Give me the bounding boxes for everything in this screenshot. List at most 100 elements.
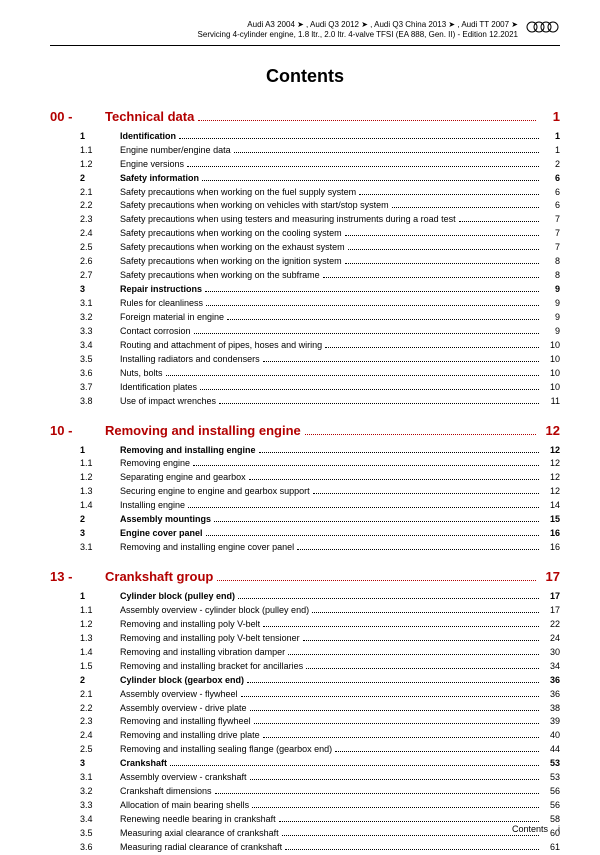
entry-page: 17 — [542, 604, 560, 618]
entry-number: 1.4 — [50, 646, 120, 660]
leader-dots — [202, 180, 539, 181]
section-title: Technical data — [105, 109, 194, 124]
toc-entry: 1.2Separating engine and gearbox12 — [50, 471, 560, 485]
header-divider — [50, 45, 560, 46]
leader-dots — [217, 580, 536, 581]
toc-entry: 1.4Removing and installing vibration dam… — [50, 646, 560, 660]
entry-page: 2 — [542, 158, 560, 172]
entry-title: Allocation of main bearing shells — [120, 799, 249, 813]
entry-title: Removing and installing drive plate — [120, 729, 260, 743]
entry-title: Assembly overview - cylinder block (pull… — [120, 604, 309, 618]
leader-dots — [263, 737, 539, 738]
entry-page: 38 — [542, 702, 560, 716]
leader-dots — [206, 305, 539, 306]
entry-number: 3.3 — [50, 325, 120, 339]
leader-dots — [238, 598, 539, 599]
entry-page: 16 — [542, 527, 560, 541]
toc-entry: 1.2Removing and installing poly V-belt22 — [50, 618, 560, 632]
toc-entry: 1.5Removing and installing bracket for a… — [50, 660, 560, 674]
toc-entry: 3.2Crankshaft dimensions56 — [50, 785, 560, 799]
entry-page: 10 — [542, 381, 560, 395]
toc-entry: 2Assembly mountings15 — [50, 513, 560, 527]
toc-entry: 1.1Assembly overview - cylinder block (p… — [50, 604, 560, 618]
section-title: Crankshaft group — [105, 569, 213, 584]
entry-number: 1 — [50, 444, 120, 458]
entry-title: Assembly overview - crankshaft — [120, 771, 247, 785]
entry-title: Assembly overview - drive plate — [120, 702, 247, 716]
toc-entry: 3.5Measuring axial clearance of cranksha… — [50, 827, 560, 841]
entry-number: 3.7 — [50, 381, 120, 395]
entry-number: 1.5 — [50, 660, 120, 674]
audi-logo-icon — [526, 21, 560, 35]
header-line-1: Audi A3 2004 ➤ , Audi Q3 2012 ➤ , Audi Q… — [198, 20, 518, 30]
entry-title: Cylinder block (gearbox end) — [120, 674, 244, 688]
entry-number: 1.2 — [50, 158, 120, 172]
entry-number: 2 — [50, 172, 120, 186]
leader-dots — [227, 319, 539, 320]
entry-title: Contact corrosion — [120, 325, 191, 339]
entry-title: Nuts, bolts — [120, 367, 163, 381]
entry-number: 3.5 — [50, 827, 120, 841]
entry-title: Safety precautions when working on the e… — [120, 241, 345, 255]
entry-title: Rules for cleanliness — [120, 297, 203, 311]
entry-number: 2.3 — [50, 715, 120, 729]
toc-entry: 2.6Safety precautions when working on th… — [50, 255, 560, 269]
toc-entry: 3.5Installing radiators and condensers10 — [50, 353, 560, 367]
entry-page: 53 — [542, 757, 560, 771]
entry-page: 6 — [542, 172, 560, 186]
toc-entry: 3.3Contact corrosion9 — [50, 325, 560, 339]
leader-dots — [392, 207, 539, 208]
entry-number: 1.1 — [50, 457, 120, 471]
entry-title: Engine number/engine data — [120, 144, 231, 158]
entry-number: 2.2 — [50, 702, 120, 716]
leader-dots — [259, 452, 539, 453]
leader-dots — [214, 521, 539, 522]
leader-dots — [306, 668, 539, 669]
entry-number: 2.4 — [50, 729, 120, 743]
entry-number: 2.3 — [50, 213, 120, 227]
entry-page: 7 — [542, 241, 560, 255]
entry-title: Removing and installing engine — [120, 444, 256, 458]
entry-title: Removing engine — [120, 457, 190, 471]
entry-page: 34 — [542, 660, 560, 674]
entry-page: 10 — [542, 367, 560, 381]
entry-number: 3.2 — [50, 311, 120, 325]
entry-page: 10 — [542, 353, 560, 367]
entry-title: Cylinder block (pulley end) — [120, 590, 235, 604]
leader-dots — [249, 479, 539, 480]
entry-page: 10 — [542, 339, 560, 353]
header-text: Audi A3 2004 ➤ , Audi Q3 2012 ➤ , Audi Q… — [198, 20, 518, 41]
toc-entry: 3Crankshaft53 — [50, 757, 560, 771]
leader-dots — [219, 403, 539, 404]
toc-entry: 2.2Assembly overview - drive plate 38 — [50, 702, 560, 716]
leader-dots — [241, 696, 539, 697]
toc-entry: 3.3Allocation of main bearing shells56 — [50, 799, 560, 813]
toc-entry: 1.1Removing engine12 — [50, 457, 560, 471]
leader-dots — [282, 835, 539, 836]
leader-dots — [348, 249, 539, 250]
entry-page: 17 — [542, 590, 560, 604]
toc-entry: 1.3Removing and installing poly V-belt t… — [50, 632, 560, 646]
section-number: 13 - — [50, 569, 105, 584]
entry-page: 6 — [542, 199, 560, 213]
leader-dots — [198, 120, 536, 121]
toc-section-header: 00 -Technical data1 — [50, 109, 560, 124]
entry-title: Installing radiators and condensers — [120, 353, 260, 367]
entry-page: 9 — [542, 283, 560, 297]
leader-dots — [200, 389, 539, 390]
entry-title: Assembly mountings — [120, 513, 211, 527]
entry-number: 1.3 — [50, 485, 120, 499]
entry-page: 53 — [542, 771, 560, 785]
section-page: 1 — [540, 109, 560, 124]
entry-title: Crankshaft — [120, 757, 167, 771]
entry-page: 6 — [542, 186, 560, 200]
leader-dots — [325, 347, 539, 348]
entry-title: Safety precautions when working on the i… — [120, 255, 342, 269]
entry-title: Installing engine — [120, 499, 185, 513]
entry-number: 3.1 — [50, 541, 120, 555]
section-title: Removing and installing engine — [105, 423, 301, 438]
entry-title: Foreign material in engine — [120, 311, 224, 325]
toc-section-header: 10 -Removing and installing engine12 — [50, 423, 560, 438]
entry-title: Routing and attachment of pipes, hoses a… — [120, 339, 322, 353]
leader-dots — [305, 434, 536, 435]
